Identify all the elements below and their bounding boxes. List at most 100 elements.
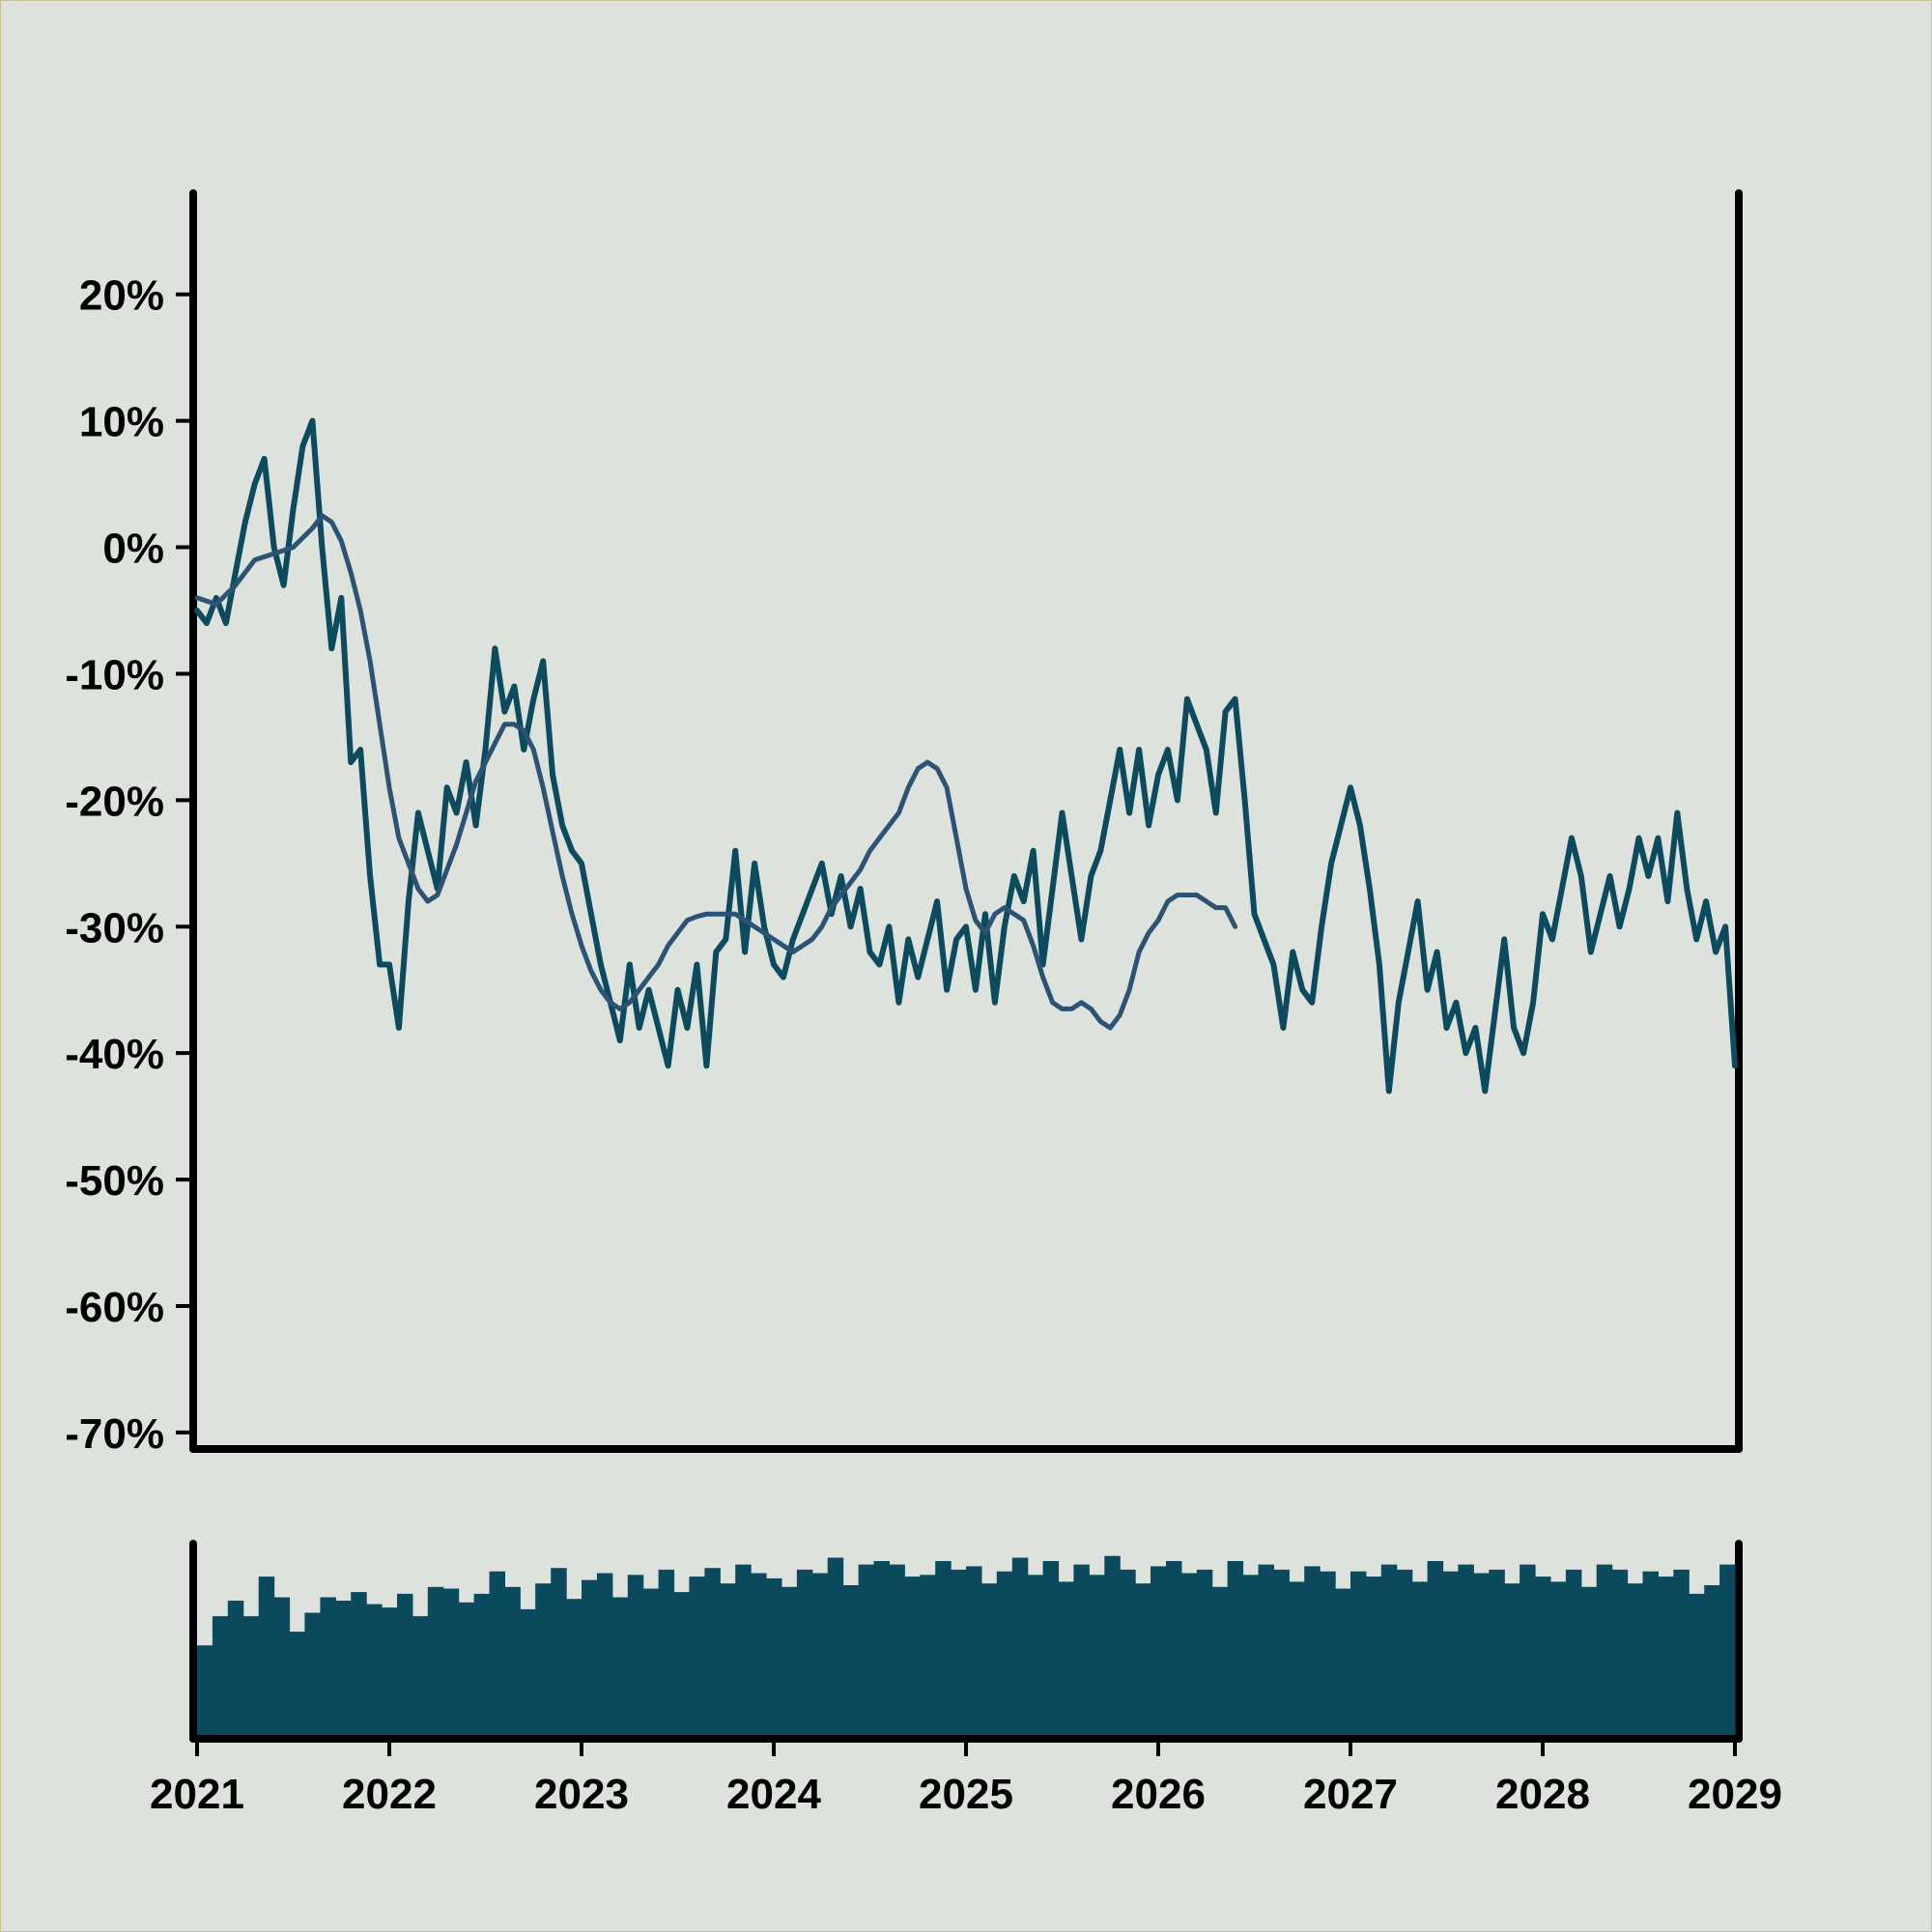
y-tick-label: -40% bbox=[65, 1031, 164, 1078]
volume-bar bbox=[735, 1564, 752, 1735]
volume-bar bbox=[1535, 1577, 1551, 1735]
volume-bar bbox=[842, 1585, 860, 1735]
volume-bar bbox=[1073, 1564, 1090, 1735]
volume-bar bbox=[980, 1583, 998, 1735]
volume-bar bbox=[858, 1564, 875, 1735]
volume-bar bbox=[1011, 1557, 1029, 1735]
volume-bar bbox=[873, 1561, 890, 1735]
volume-bars bbox=[197, 1555, 1736, 1735]
volume-bar bbox=[458, 1602, 475, 1735]
volume-bar bbox=[1242, 1575, 1260, 1735]
y-tick-label: -50% bbox=[65, 1157, 164, 1205]
x-tick-label: 2023 bbox=[534, 1771, 629, 1818]
x-tick-label: 2021 bbox=[150, 1771, 244, 1818]
volume-bar bbox=[596, 1573, 613, 1735]
volume-bar bbox=[720, 1583, 736, 1735]
y-tick-label: -70% bbox=[65, 1410, 164, 1458]
volume-bar bbox=[1058, 1581, 1074, 1735]
volume-bar bbox=[1689, 1593, 1705, 1735]
volume-bar bbox=[1673, 1569, 1690, 1735]
volume-bar bbox=[1504, 1583, 1520, 1735]
volume-bar bbox=[1473, 1573, 1490, 1735]
volume-bar bbox=[1289, 1581, 1305, 1735]
volume-bar bbox=[412, 1616, 429, 1735]
volume-bar bbox=[1489, 1569, 1505, 1735]
x-tick-label: 2029 bbox=[1688, 1771, 1782, 1818]
volume-bar bbox=[289, 1632, 305, 1735]
volume-bar bbox=[1642, 1571, 1659, 1735]
x-tick-label: 2028 bbox=[1495, 1771, 1590, 1818]
volume-bar bbox=[1104, 1555, 1121, 1735]
volume-bar bbox=[504, 1586, 521, 1735]
volume-bar bbox=[1027, 1575, 1044, 1735]
volume-bar bbox=[520, 1608, 536, 1735]
volume-bar bbox=[1211, 1586, 1229, 1735]
volume-bar bbox=[1520, 1564, 1536, 1735]
volume-bar bbox=[951, 1569, 967, 1735]
volume-bar bbox=[766, 1577, 782, 1735]
series-lines bbox=[194, 417, 1738, 1094]
volume-bar bbox=[1320, 1571, 1336, 1735]
volume-bar bbox=[1458, 1564, 1474, 1735]
volume-bar bbox=[382, 1607, 398, 1735]
x-tick-label: 2024 bbox=[726, 1771, 821, 1818]
volume-bar bbox=[566, 1599, 582, 1735]
volume-bar bbox=[1135, 1583, 1151, 1735]
volume-bar bbox=[582, 1579, 598, 1735]
volume-bar bbox=[1580, 1586, 1598, 1735]
volume-bar bbox=[1042, 1561, 1060, 1735]
volume-bar bbox=[1258, 1564, 1274, 1735]
y-tick-label: -30% bbox=[65, 904, 164, 952]
volume-bar bbox=[1704, 1585, 1720, 1735]
volume-bar bbox=[1273, 1569, 1290, 1735]
volume-bar bbox=[1658, 1577, 1674, 1735]
volume-bar bbox=[227, 1601, 244, 1735]
x-tick-label: 2027 bbox=[1303, 1771, 1398, 1818]
x-tick-label: 2022 bbox=[342, 1771, 437, 1818]
volume-bar bbox=[673, 1592, 690, 1735]
volume-bar bbox=[366, 1604, 383, 1735]
volume-bar bbox=[473, 1593, 491, 1735]
y-tick-label: 0% bbox=[102, 526, 164, 573]
volume-bar bbox=[1411, 1581, 1429, 1735]
volume-bar bbox=[304, 1612, 321, 1735]
y-tick-label: -20% bbox=[65, 778, 164, 825]
volume-bar bbox=[889, 1564, 905, 1735]
y-axis-ticks: 20% 10% 0% -10% -20% -30% -40% -50% -60% -70% bbox=[65, 272, 193, 1458]
volume-bar bbox=[1396, 1569, 1413, 1735]
volume-bar bbox=[1565, 1569, 1582, 1735]
y-tick-label: 10% bbox=[79, 399, 164, 446]
volume-bar bbox=[551, 1568, 567, 1735]
volume-bar bbox=[1380, 1564, 1398, 1735]
volume-bar bbox=[335, 1601, 352, 1735]
volume-bar bbox=[242, 1616, 260, 1735]
volume-bar bbox=[781, 1586, 798, 1735]
volume-bar bbox=[212, 1616, 229, 1735]
x-tick-label: 2025 bbox=[919, 1771, 1013, 1818]
volume-bar bbox=[1596, 1564, 1613, 1735]
volume-bar bbox=[273, 1597, 291, 1735]
volume-bar bbox=[611, 1597, 629, 1735]
volume-bar bbox=[258, 1577, 275, 1735]
volume-bar bbox=[1089, 1575, 1105, 1735]
y-tick-label: -60% bbox=[65, 1284, 164, 1331]
price-line bbox=[194, 417, 1738, 1094]
main-plot-frame bbox=[189, 189, 1743, 1453]
y-tick-label: -10% bbox=[65, 651, 164, 698]
volume-bar bbox=[397, 1593, 413, 1735]
volume-bar bbox=[1719, 1564, 1736, 1735]
volume-bar bbox=[827, 1557, 844, 1735]
volume-bar bbox=[627, 1575, 644, 1735]
volume-bar bbox=[1442, 1571, 1459, 1735]
volume-bar bbox=[1166, 1561, 1182, 1735]
x-tick-label: 2026 bbox=[1111, 1771, 1206, 1818]
volume-bar bbox=[1304, 1566, 1321, 1735]
volume-bar bbox=[751, 1573, 767, 1735]
volume-bar bbox=[658, 1569, 675, 1735]
volume-bar bbox=[535, 1583, 552, 1735]
volume-bar bbox=[796, 1569, 813, 1735]
volume-bar bbox=[996, 1571, 1013, 1735]
volume-bar bbox=[197, 1645, 213, 1735]
volume-bar bbox=[920, 1575, 936, 1735]
